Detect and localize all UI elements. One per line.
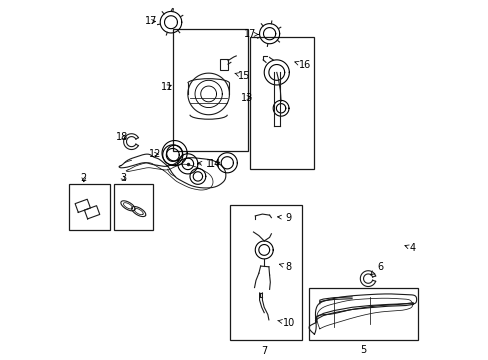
- Text: 10: 10: [277, 318, 295, 328]
- Bar: [308, 288, 418, 339]
- Text: 16: 16: [294, 60, 310, 70]
- Text: 6: 6: [370, 262, 382, 275]
- Text: 7: 7: [261, 346, 267, 356]
- Bar: [172, 30, 247, 151]
- Text: 5: 5: [359, 345, 365, 355]
- Text: 4: 4: [404, 243, 414, 253]
- Text: 17: 17: [145, 17, 157, 27]
- Text: 8: 8: [279, 262, 291, 272]
- Bar: [113, 184, 153, 230]
- Text: 2: 2: [81, 173, 87, 183]
- Text: 1: 1: [198, 159, 212, 169]
- Text: 3: 3: [120, 173, 126, 183]
- Text: 15: 15: [234, 71, 249, 81]
- Text: 18: 18: [116, 132, 128, 142]
- Text: 17: 17: [243, 30, 258, 39]
- Bar: [249, 37, 314, 169]
- Text: 14: 14: [208, 159, 221, 169]
- Bar: [69, 184, 110, 230]
- Bar: [230, 205, 301, 339]
- Text: 12: 12: [148, 149, 161, 159]
- Bar: [220, 59, 227, 69]
- Text: 11: 11: [161, 82, 173, 92]
- Text: 9: 9: [277, 213, 291, 222]
- Text: 13: 13: [241, 93, 253, 103]
